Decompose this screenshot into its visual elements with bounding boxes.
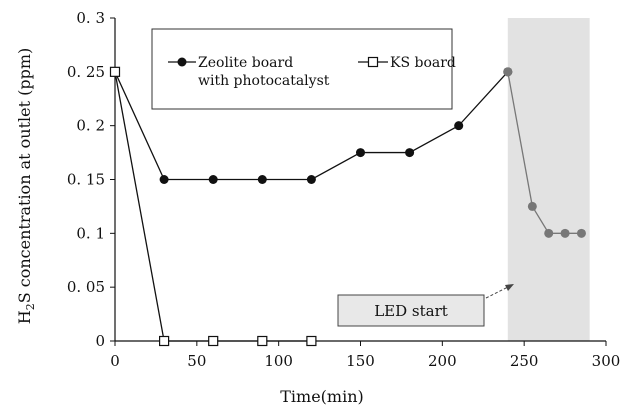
legend-label-line: Zeolite board (198, 55, 293, 71)
annotation-arrow (485, 285, 511, 299)
annotation-box (337, 294, 485, 327)
y-tick-label: 0. 3 (76, 9, 105, 27)
legend-marker-zeolite (177, 57, 187, 67)
data-point (560, 228, 570, 238)
data-point (257, 175, 267, 184)
annotation-arrowhead (505, 284, 514, 291)
annotation-text: LED start (374, 302, 448, 320)
y-axis-title-subscript: 2 (24, 303, 37, 310)
x-tick-label: 50 (187, 352, 206, 370)
x-tick-label: 0 (110, 352, 120, 370)
y-axis-title-part: S concentration at outlet (ppm) (15, 48, 34, 304)
led-shade (507, 18, 590, 341)
data-point (208, 335, 219, 347)
data-point (257, 335, 268, 347)
y-axis-ticks: 0 0. 05 0. 1 0. 15 0. 2 0. 25 0. 3 (67, 9, 115, 350)
data-point (503, 67, 513, 77)
data-point (159, 175, 169, 184)
series-1 (503, 67, 586, 238)
legend-label-line: with photocatalyst (198, 73, 330, 89)
data-point (576, 228, 586, 238)
legend-marker-ks (367, 56, 379, 68)
y-tick-label: 0 (95, 332, 105, 350)
y-tick-label: 0. 15 (67, 171, 105, 189)
y-tick-label: 0. 05 (67, 278, 105, 296)
data-point (544, 228, 554, 238)
data-point (405, 148, 415, 158)
data-point (527, 201, 537, 211)
y-tick-label: 0. 2 (76, 117, 105, 135)
data-point (356, 148, 365, 158)
legend-label-zeolite: Zeolite board with photocatalyst (198, 55, 330, 89)
data-point (306, 335, 317, 347)
legend-label-ks: KS board (390, 55, 456, 71)
x-tick-label: 200 (428, 352, 457, 370)
y-axis-title: H2S concentration at outlet (ppm) (15, 48, 37, 324)
x-tick-label: 100 (264, 352, 293, 370)
annotation-led-start: LED start (337, 284, 514, 327)
series-layer (109, 66, 586, 347)
legend-box (151, 28, 453, 110)
x-tick-label: 150 (346, 352, 375, 370)
data-point (159, 335, 170, 347)
x-tick-label: 250 (510, 352, 539, 370)
data-point (306, 175, 316, 184)
x-tick-label: 300 (592, 352, 621, 370)
data-point (208, 175, 218, 184)
led-shaded-region (507, 18, 590, 341)
data-point (109, 66, 121, 77)
legend: Zeolite board with photocatalyst KS boar… (151, 28, 456, 110)
data-point (454, 121, 464, 131)
y-tick-label: 0. 1 (76, 224, 105, 242)
x-axis-ticks: 0 50 100 150 200 250 300 (110, 341, 620, 370)
x-axis-title: Time(min) (280, 387, 364, 406)
series-0 (110, 67, 513, 184)
series-2 (109, 66, 317, 347)
y-axis-title-part: H (15, 310, 34, 324)
y-tick-label: 0. 25 (67, 63, 105, 81)
